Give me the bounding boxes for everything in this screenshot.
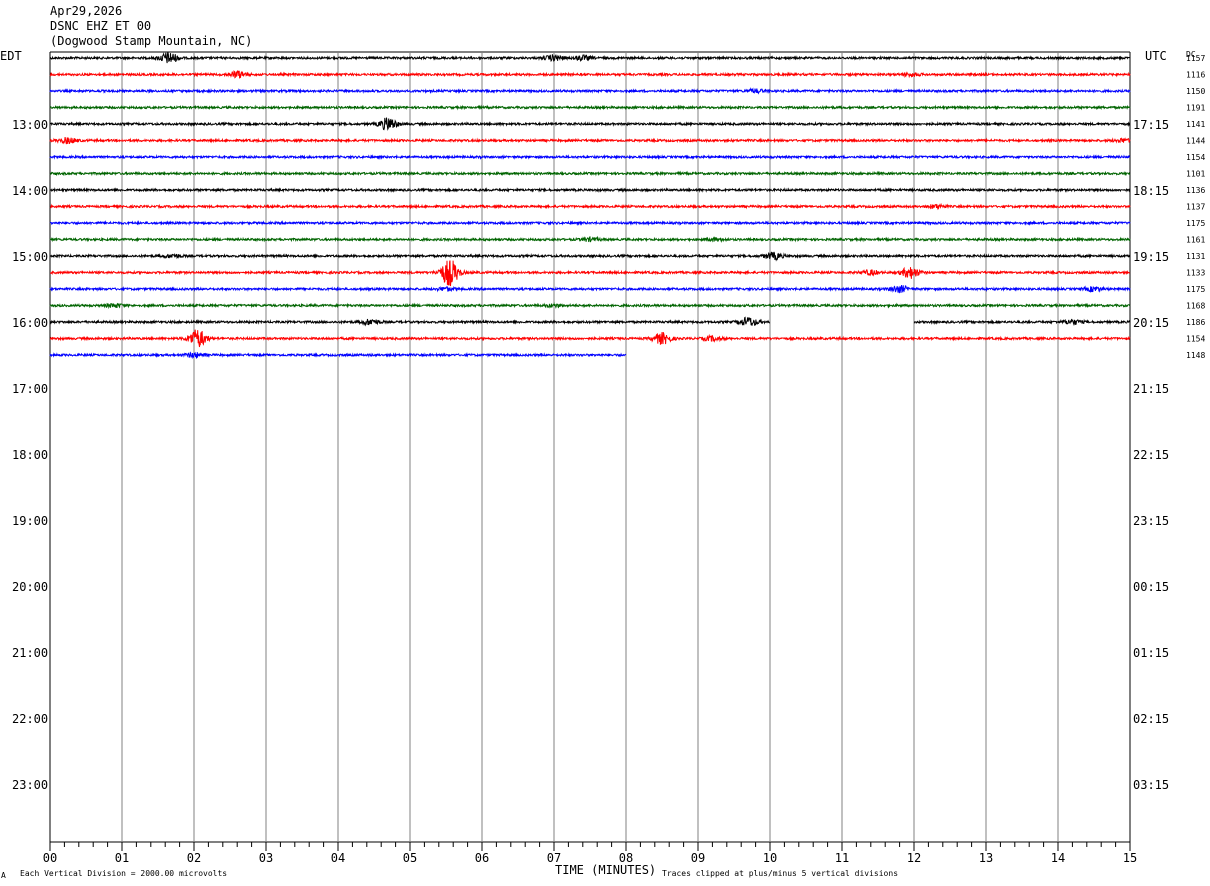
x-tick-label: 02 xyxy=(187,851,201,865)
dc-offset-label: 1175 xyxy=(1186,219,1205,228)
seismic-trace xyxy=(49,51,1131,64)
station-location: (Dogwood Stamp Mountain, NC) xyxy=(50,34,253,48)
x-tick-label: 10 xyxy=(763,851,777,865)
axes-group: EDT UTC DC TIME (MINUTES) Each Vertical … xyxy=(0,49,1196,880)
utc-hour-label: 17:15 xyxy=(1133,118,1169,132)
dc-offset-label: 1116 xyxy=(1186,71,1205,80)
x-axis-title: TIME (MINUTES) xyxy=(555,863,656,877)
seismic-trace xyxy=(49,220,1131,226)
dc-offset-label: 1148 xyxy=(1186,351,1205,360)
seismic-trace xyxy=(49,87,1131,95)
utc-hour-label: 22:15 xyxy=(1133,448,1169,462)
vertical-scale-note: Each Vertical Division = 2000.00 microvo… xyxy=(20,869,227,878)
seismic-trace xyxy=(49,285,1131,294)
edt-hour-label: 22:00 xyxy=(12,712,48,726)
dc-offset-label: 1137 xyxy=(1186,203,1205,212)
seismic-trace xyxy=(49,154,1131,160)
dc-offset-label: 1191 xyxy=(1186,104,1205,113)
seismic-trace xyxy=(49,301,1131,310)
dc-offset-label: 1168 xyxy=(1186,302,1205,311)
chart-header: Apr29,2026 DSNC EHZ ET 00 (Dogwood Stamp… xyxy=(50,4,252,49)
seismic-trace xyxy=(49,104,1131,111)
utc-hour-label: 00:15 xyxy=(1133,580,1169,594)
seismic-trace xyxy=(49,170,1131,177)
x-tick-label: 01 xyxy=(115,851,129,865)
utc-hour-label: 20:15 xyxy=(1133,316,1169,330)
x-tick-label: 09 xyxy=(691,851,705,865)
x-tick-label: 15 xyxy=(1123,851,1137,865)
dc-offset-label: 1186 xyxy=(1186,318,1205,327)
seismic-trace xyxy=(49,70,1131,79)
edt-hour-label: 19:00 xyxy=(12,514,48,528)
dc-offset-label: 1161 xyxy=(1186,236,1205,245)
utc-hour-label: 18:15 xyxy=(1133,184,1169,198)
utc-hour-label: 02:15 xyxy=(1133,712,1169,726)
seismic-trace xyxy=(49,202,1131,211)
x-tick-label: 08 xyxy=(619,851,633,865)
edt-hour-label: 20:00 xyxy=(12,580,48,594)
station-code: DSNC EHZ ET 00 xyxy=(50,19,152,33)
utc-hour-label: 01:15 xyxy=(1133,646,1169,660)
x-tick-label: 04 xyxy=(331,851,345,865)
x-tick-label: 03 xyxy=(259,851,273,865)
edt-hour-label: 17:00 xyxy=(12,382,48,396)
utc-hour-label: 03:15 xyxy=(1133,778,1169,792)
seismic-trace xyxy=(49,251,1131,262)
seismic-trace xyxy=(49,187,1131,193)
seismic-trace xyxy=(49,235,1131,243)
trace-group: 1157 1116 1150 1191 1141 1144 1154 1101 1136 1137… xyxy=(49,51,1205,360)
dc-offset-label: 1133 xyxy=(1186,269,1205,278)
utc-hour-label: 19:15 xyxy=(1133,250,1169,264)
dc-offset-label: 1141 xyxy=(1186,120,1205,129)
corner-mark: A xyxy=(1,871,6,880)
x-tick-label: 13 xyxy=(979,851,993,865)
seismic-trace xyxy=(49,117,1131,131)
edt-hour-label: 23:00 xyxy=(12,778,48,792)
chart-date: Apr29,2026 xyxy=(50,4,123,18)
edt-hour-label: 14:00 xyxy=(12,184,48,198)
edt-hour-label: 16:00 xyxy=(12,316,48,330)
dc-column-label: DC xyxy=(1186,50,1196,59)
edt-hour-label: 13:00 xyxy=(12,118,48,132)
dc-offset-label: 1144 xyxy=(1186,137,1205,146)
dc-offset-label: 1136 xyxy=(1186,186,1205,195)
dc-offset-label: 1154 xyxy=(1186,335,1205,344)
x-tick-label: 00 xyxy=(43,851,57,865)
utc-hour-label: 23:15 xyxy=(1133,514,1169,528)
dc-offset-label: 1131 xyxy=(1186,252,1205,261)
x-tick-label: 05 xyxy=(403,851,417,865)
plot-grid: 00 01 02 03 04 05 06 07 08 09 10 11 12 13 14 15 13:00 14:… xyxy=(12,51,1169,865)
x-tick-label: 06 xyxy=(475,851,489,865)
dc-offset-label: 1175 xyxy=(1186,285,1205,294)
seismic-trace xyxy=(49,329,1131,348)
seismic-trace xyxy=(49,351,627,360)
seismic-trace xyxy=(49,137,1131,145)
dc-offset-label: 1157 xyxy=(1186,54,1205,63)
x-tick-label: 07 xyxy=(547,851,561,865)
seismic-trace xyxy=(50,260,1131,287)
dc-offset-label: 1150 xyxy=(1186,87,1205,96)
x-tick-label: 11 xyxy=(835,851,849,865)
x-tick-label: 12 xyxy=(907,851,921,865)
x-tick-label: 14 xyxy=(1051,851,1065,865)
clip-note: Traces clipped at plus/minus 5 vertical … xyxy=(662,869,898,878)
utc-hour-label: 21:15 xyxy=(1133,382,1169,396)
left-axis-label: EDT xyxy=(0,49,22,63)
dc-offset-label: 1101 xyxy=(1186,170,1205,179)
edt-hour-label: 21:00 xyxy=(12,646,48,660)
edt-hour-label: 15:00 xyxy=(12,250,48,264)
seismic-trace xyxy=(49,316,1131,327)
edt-hour-label: 18:00 xyxy=(12,448,48,462)
dc-offset-label: 1154 xyxy=(1186,153,1205,162)
right-axis-label: UTC xyxy=(1145,49,1167,63)
